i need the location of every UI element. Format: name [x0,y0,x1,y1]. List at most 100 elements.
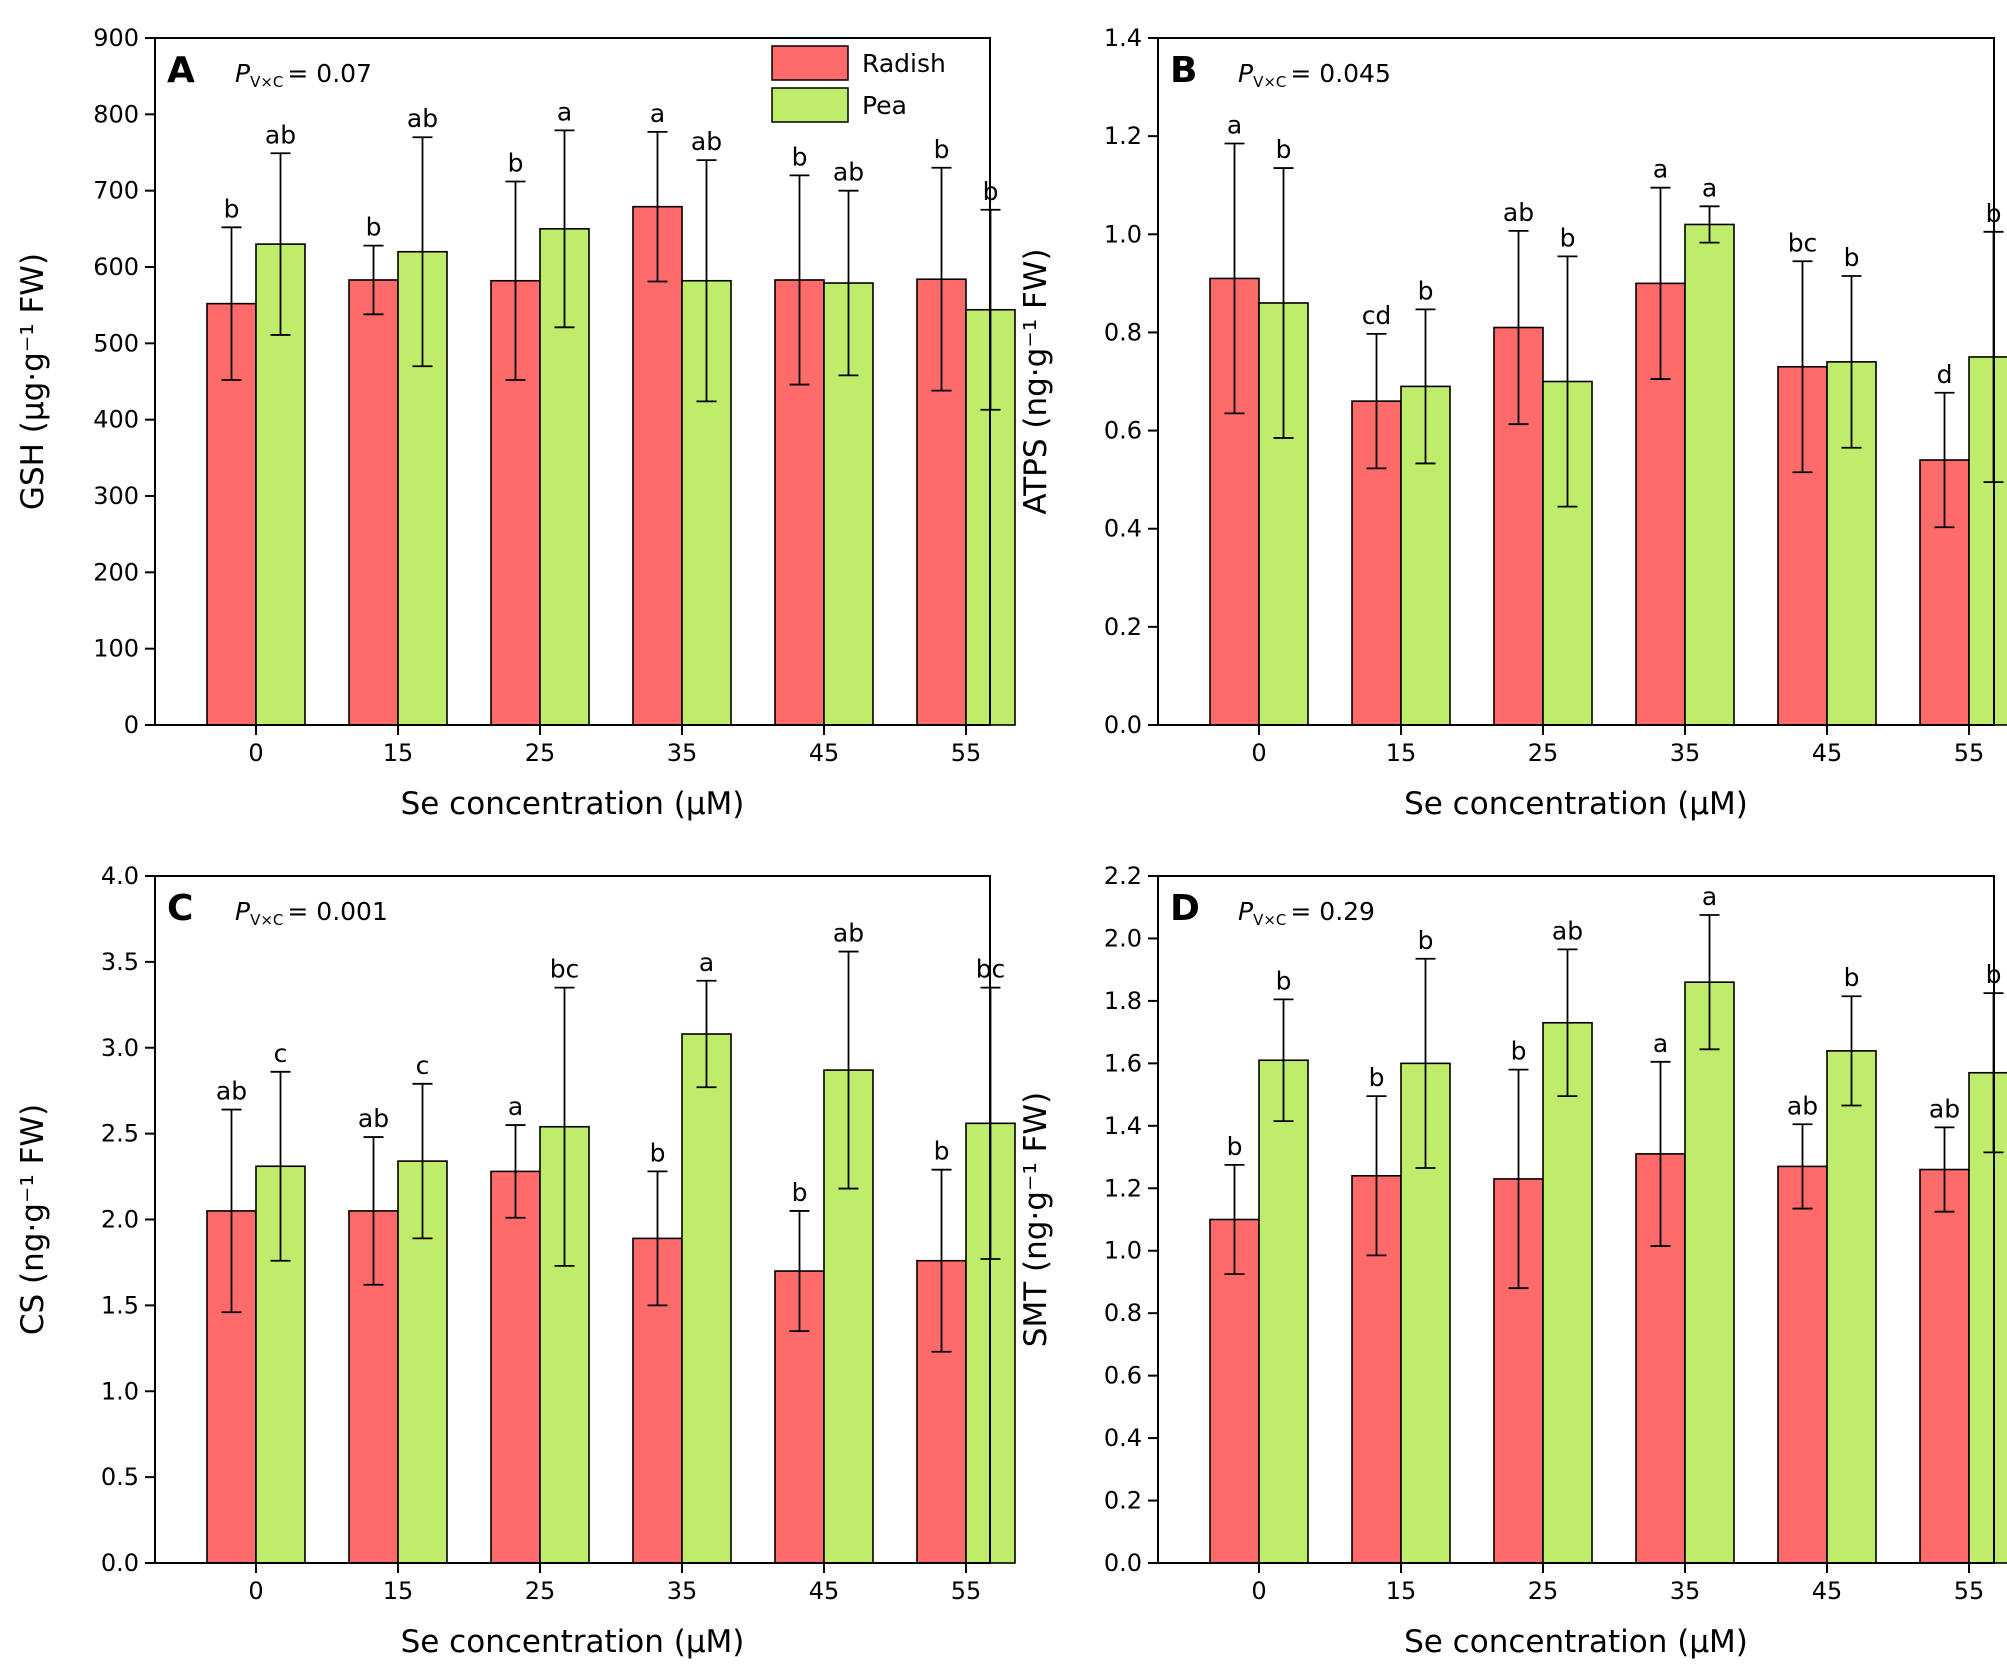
y-tick-label: 0.4 [1104,515,1142,543]
significance-letter: ab [265,120,296,149]
x-tick-label: 15 [1386,1577,1417,1605]
bar-pea [1968,1071,2007,1564]
panel-letter: D [1170,888,1200,929]
x-tick-label: 15 [383,739,414,767]
x-tick-label: 15 [383,1577,414,1605]
y-tick-label: 800 [93,100,139,128]
x-tick-label: 25 [1528,739,1559,767]
x-axis-label: Se concentration (μM) [401,1624,745,1660]
significance-letter: bc [1788,228,1818,257]
significance-letter: c [274,1039,288,1068]
significance-letter: a [1702,173,1717,202]
x-tick-label: 45 [809,1577,840,1605]
plot-frame [154,875,991,1564]
x-tick-label: 35 [1670,739,1701,767]
x-tick-label: 45 [809,739,840,767]
significance-letter: b [792,1178,808,1207]
panel-a: 0100200300400500600700800900bab0bab15ba2… [15,24,1016,822]
significance-letter: ab [1503,198,1534,227]
y-axis-label: CS (ng·g⁻¹ FW) [15,1104,51,1335]
significance-letter: b [1560,223,1576,252]
y-tick-label: 0.6 [1104,1362,1142,1390]
y-tick-label: 1.5 [101,1291,139,1319]
plot-frame [1157,875,1995,1564]
y-tick-label: 1.0 [1104,1237,1142,1265]
x-tick-label: 55 [1954,739,1985,767]
significance-letter: a [508,1092,523,1121]
plot-frame [1157,37,1995,726]
y-tick-label: 0.2 [1104,1487,1142,1515]
x-tick-label: 15 [1386,739,1417,767]
significance-letter: b [934,135,950,164]
y-tick-label: 1.0 [101,1377,139,1405]
p-value-label: PV×C = 0.001 [235,897,388,929]
significance-letter: a [1653,155,1668,184]
p-value: = 0.07 [287,59,372,88]
significance-letter: b [1844,243,1860,272]
y-tick-label: 600 [93,253,139,281]
bar-pea [823,1069,874,1564]
significance-letter: b [366,213,382,242]
significance-letter: ab [407,104,438,133]
x-tick-label: 45 [1812,739,1843,767]
plot-frame [154,37,991,726]
x-tick-label: 0 [1251,1577,1266,1605]
y-tick-label: 0.4 [1104,1424,1142,1452]
p-symbol: P [1238,59,1254,88]
significance-letter: b [1369,1063,1385,1092]
significance-letter: b [1227,1132,1243,1161]
y-tick-label: 1.6 [1104,1049,1142,1077]
y-tick-label: 3.0 [101,1034,139,1062]
x-tick-label: 45 [1812,1577,1843,1605]
x-tick-label: 35 [667,739,698,767]
y-tick-label: 0.5 [101,1463,139,1491]
legend-swatch-radish [771,45,849,81]
significance-letter: a [1702,882,1717,911]
y-tick-label: 0.0 [101,1549,139,1577]
bar-pea [1968,356,2007,726]
bar-pea [1258,1059,1309,1564]
panel-b: 0.00.20.40.60.81.01.21.4ab0cdb15abb25aa3… [1018,24,2007,822]
bar-radish [632,205,683,726]
x-axis-label: Se concentration (μM) [1404,1624,1748,1660]
x-axis-label: Se concentration (μM) [1404,786,1748,822]
p-value-label: PV×C = 0.07 [235,59,372,91]
p-value: = 0.045 [1290,59,1390,88]
y-tick-label: 400 [93,406,139,434]
y-tick-label: 1.2 [1104,122,1142,150]
x-tick-label: 25 [525,739,556,767]
y-tick-label: 2.5 [101,1120,139,1148]
panel-letter: A [167,50,195,91]
p-subscript: V×C [1253,73,1286,91]
significance-letter: c [416,1051,430,1080]
significance-letter: ab [833,158,864,187]
significance-letter: b [1418,926,1434,955]
p-value: = 0.29 [1290,897,1375,926]
x-tick-label: 35 [667,1577,698,1605]
significance-letter: d [1937,360,1953,389]
significance-letter: ab [358,1104,389,1133]
p-subscript: V×C [250,73,283,91]
significance-letter: cd [1362,301,1392,330]
y-tick-label: 300 [93,482,139,510]
bar-radish [1777,1165,1828,1564]
y-tick-label: 1.0 [1104,220,1142,248]
p-subscript: V×C [1253,911,1286,929]
significance-letter: b [792,142,808,171]
significance-letter: b [224,194,240,223]
y-tick-label: 900 [93,24,139,52]
y-tick-label: 0.0 [1104,1549,1142,1577]
significance-letter: b [1276,135,1292,164]
bar-pea [1826,1050,1877,1564]
panel-letter: C [167,888,193,929]
p-symbol: P [1238,897,1254,926]
legend-label-pea: Pea [862,91,907,120]
y-tick-label: 0.0 [1104,711,1142,739]
y-tick-label: 2.2 [1104,862,1142,890]
y-tick-label: 0 [124,711,139,739]
significance-letter: ab [216,1077,247,1106]
p-value-label: PV×C = 0.045 [1238,59,1391,91]
legend-swatch-pea [771,87,849,123]
y-axis-label: GSH (μg·g⁻¹ FW) [15,253,51,510]
